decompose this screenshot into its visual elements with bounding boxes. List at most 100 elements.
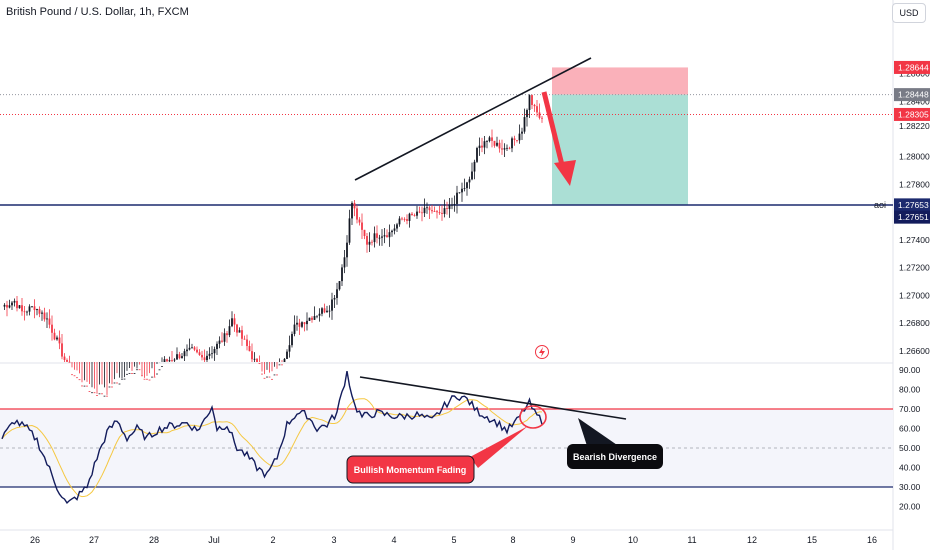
candle-body: [306, 320, 308, 325]
candle-body: [218, 340, 221, 344]
candle: [436, 210, 438, 219]
candle-body: [463, 188, 466, 189]
candle-body: [151, 376, 153, 378]
time-tick-label: 8: [510, 535, 515, 545]
price-label-aoi: [894, 198, 930, 212]
candle-body: [323, 308, 326, 313]
candle: [218, 336, 221, 349]
stop-loss-zone: [552, 67, 688, 95]
candle-body: [91, 392, 93, 394]
candle: [23, 305, 26, 321]
candle: [68, 355, 71, 363]
candle: [53, 328, 56, 341]
candle-body: [221, 340, 223, 342]
candle-body: [3, 304, 6, 307]
candle-body: [153, 376, 156, 378]
candle-body: [416, 211, 418, 216]
price-label-entry: [894, 107, 930, 121]
candle: [283, 358, 286, 362]
candle: [393, 224, 396, 235]
time-tick-label: Jul: [208, 535, 220, 545]
candle: [178, 351, 181, 360]
candle: [13, 298, 16, 307]
candle: [131, 362, 133, 374]
rsi-tick-label: 40.00: [899, 463, 921, 473]
candle: [376, 225, 378, 244]
candle-body: [301, 322, 303, 327]
candle-body: [458, 192, 461, 194]
candle-body: [88, 391, 91, 392]
candle-body: [128, 373, 131, 374]
candle: [251, 343, 253, 362]
candle: [258, 355, 261, 365]
candle: [233, 313, 236, 332]
candle-body: [358, 219, 361, 223]
price-tick-label: 1.28220: [899, 121, 930, 131]
candle-body: [126, 373, 128, 375]
candle-body: [283, 358, 286, 362]
candle-body: [246, 339, 248, 347]
candle-body: [508, 147, 511, 149]
candle: [303, 322, 306, 332]
candle: [411, 212, 413, 216]
candle-body: [421, 212, 423, 214]
currency-button[interactable]: USD: [892, 3, 926, 23]
candle-body: [426, 207, 428, 209]
candle-body: [506, 147, 508, 149]
candle: [418, 206, 421, 214]
candle: [113, 362, 116, 384]
symbol-title[interactable]: British Pound / U.S. Dollar, 1h, FXCM: [6, 6, 189, 18]
candle: [186, 344, 188, 357]
candle-body: [233, 318, 236, 325]
candle-body: [483, 141, 486, 148]
candle: [456, 185, 458, 214]
candle: [136, 362, 138, 371]
candle-body: [93, 392, 96, 394]
candle-body: [208, 353, 211, 356]
candles: [3, 94, 543, 397]
candle: [416, 205, 418, 219]
candle-body: [133, 373, 136, 374]
candle-body: [411, 213, 413, 216]
candle: [503, 143, 506, 157]
time-tick-label: 5: [451, 535, 456, 545]
candle: [316, 315, 318, 319]
candle: [183, 348, 186, 361]
candle: [56, 335, 58, 341]
candle-body: [321, 308, 323, 314]
candle: [166, 358, 168, 362]
rsi-tick-label: 80.00: [899, 385, 921, 395]
candle: [401, 216, 403, 221]
candle-body: [498, 142, 501, 149]
candle: [326, 305, 328, 313]
price-tick-label: 1.28400: [899, 96, 930, 106]
candle-body: [346, 242, 348, 258]
time-tick-label: 16: [867, 535, 877, 545]
candle: [341, 264, 343, 287]
candle-body: [186, 349, 188, 352]
candle: [123, 362, 126, 380]
candle: [321, 307, 323, 317]
candle-body: [391, 230, 393, 233]
candle: [526, 108, 528, 127]
candle: [248, 340, 251, 352]
candle: [228, 319, 231, 338]
candle-body: [43, 312, 46, 320]
bullish-callout-pointer: [470, 426, 528, 468]
candle: [301, 321, 303, 329]
candle-body: [538, 112, 541, 118]
candle: [488, 135, 491, 143]
candle-body: [181, 356, 183, 359]
candle-body: [431, 210, 433, 212]
candle: [361, 213, 363, 240]
candle: [506, 144, 508, 152]
price-label-stop: [894, 60, 930, 74]
candle-body: [116, 382, 118, 384]
price-trendline: [354, 57, 592, 181]
candle-body: [141, 375, 143, 377]
candle: [351, 201, 353, 225]
candle: [496, 136, 498, 147]
candle: [413, 213, 416, 217]
candle: [271, 362, 273, 380]
